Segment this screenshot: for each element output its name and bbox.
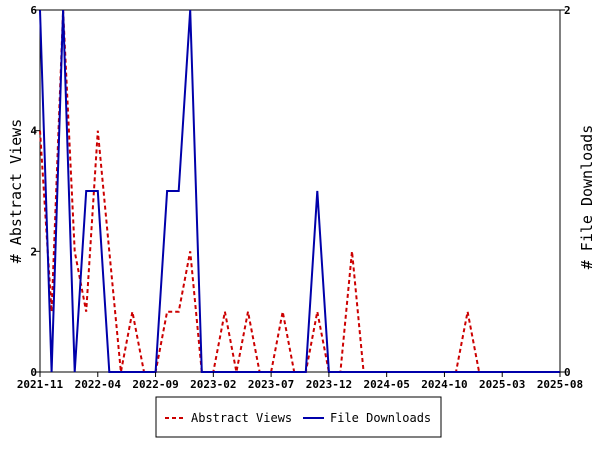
legend: Abstract Views File Downloads xyxy=(155,396,442,438)
y-left-tick-label: 2 xyxy=(30,245,37,258)
x-tick-label: 2023-02 xyxy=(190,378,236,391)
y-left-axis-label: # Abstract Views xyxy=(7,119,25,264)
legend-label-abstract-views: Abstract Views xyxy=(191,411,292,425)
y-right-tick-label: 0 xyxy=(564,366,571,379)
y-right-tick-label: 2 xyxy=(564,4,571,17)
x-tick-label: 2024-10 xyxy=(421,378,467,391)
legend-box xyxy=(155,396,442,438)
series-line-file-downloads xyxy=(39,9,560,373)
x-tick-label: 2024-05 xyxy=(363,378,409,391)
x-tick-label: 2023-12 xyxy=(306,378,352,391)
x-tick-label: 2021-11 xyxy=(17,378,64,391)
legend-label-file-downloads: File Downloads xyxy=(330,411,431,425)
x-tick-label: 2022-04 xyxy=(75,378,122,391)
plot-area xyxy=(39,9,561,373)
x-tick-label: 2022-09 xyxy=(132,378,178,391)
x-tick-label: 2025-03 xyxy=(479,378,525,391)
y-left-tick-label: 6 xyxy=(30,4,37,17)
y-right-axis-label: # File Downloads xyxy=(578,125,596,270)
x-tick-label: 2025-08 xyxy=(537,378,583,391)
x-tick-label: 2023-07 xyxy=(248,378,294,391)
y-left-tick-label: 0 xyxy=(30,366,37,379)
y-left-tick-label: 4 xyxy=(30,125,37,138)
series-layer xyxy=(39,9,560,373)
ticks-layer: 2021-11 2022-04 2022-09 2023-02 2023-07 2023-… xyxy=(17,4,583,391)
